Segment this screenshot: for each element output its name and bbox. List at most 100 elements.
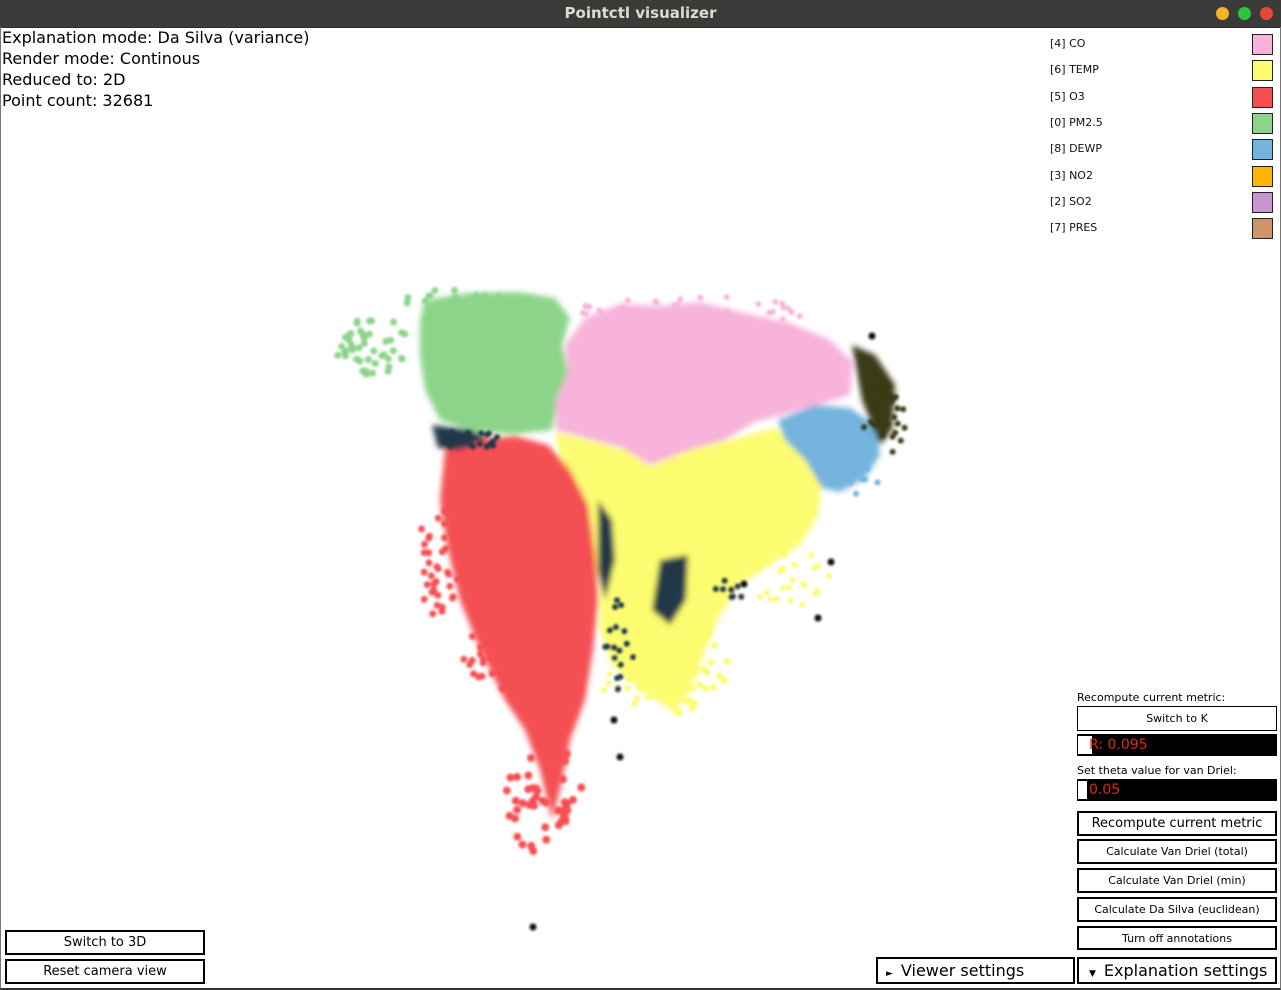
scatter-point: [356, 357, 364, 365]
scatter-point: [560, 805, 568, 814]
scatter-point: [447, 298, 455, 306]
scatter-point: [524, 771, 533, 780]
scatter-point: [651, 665, 659, 673]
scatter-point: [446, 582, 454, 590]
scatter-point: [420, 568, 428, 576]
legend-color-swatch: [1252, 218, 1273, 240]
scatter-point: [879, 378, 886, 385]
scatter-point: [453, 545, 461, 553]
scatter-point: [614, 597, 620, 604]
recompute-metric-button[interactable]: Recompute current metric: [1077, 811, 1277, 836]
reset-camera-button[interactable]: Reset camera view: [5, 959, 205, 984]
scatter-point: [870, 390, 877, 397]
outlier-point: [868, 332, 876, 340]
scatter-point: [697, 294, 704, 301]
scatter-point: [624, 297, 631, 304]
scatter-point: [791, 561, 798, 568]
close-button[interactable]: [1260, 7, 1273, 20]
scatter-point: [879, 403, 886, 410]
van-driel-total-button[interactable]: Calculate Van Driel (total): [1077, 839, 1277, 864]
scatter-point: [625, 676, 632, 683]
scatter-point: [736, 317, 743, 324]
scatter-point: [611, 655, 618, 662]
minimize-button[interactable]: [1216, 7, 1229, 20]
scatter-point: [674, 634, 682, 642]
scatter-point: [652, 651, 660, 659]
scatter-point: [787, 597, 794, 604]
scatter-point: [879, 432, 886, 439]
scatter-point: [451, 294, 459, 301]
scatter-point: [398, 329, 406, 337]
van-driel-min-button[interactable]: Calculate Van Driel (min): [1077, 868, 1277, 893]
scatter-point: [738, 593, 745, 600]
switch-to-k-button[interactable]: Switch to K: [1077, 706, 1277, 731]
scatter-point: [518, 840, 527, 849]
scatter-point: [519, 661, 526, 669]
scatter-point: [362, 370, 370, 378]
scatter-point: [872, 382, 879, 389]
scatter-point: [353, 317, 361, 325]
legend-item-label: [2] SO2: [1050, 194, 1092, 208]
scatter-point: [617, 306, 623, 313]
scatter-point: [511, 796, 520, 805]
maximize-button[interactable]: [1238, 7, 1251, 20]
scatter-point: [614, 686, 621, 693]
legend-item-label: [3] NO2: [1050, 168, 1093, 182]
viewer-settings-toggle[interactable]: ► Viewer settings: [876, 957, 1075, 984]
scatter-point: [687, 684, 695, 692]
scatter-point: [434, 514, 442, 522]
turn-off-annotations-button[interactable]: Turn off annotations: [1077, 926, 1277, 950]
scatter-point: [554, 806, 563, 815]
scatter-point: [389, 347, 397, 355]
collapsed-arrow-icon: ►: [886, 969, 893, 979]
scatter-point: [449, 429, 455, 436]
da-silva-euclidean-button[interactable]: Calculate Da Silva (euclidean): [1077, 897, 1277, 922]
scatter-point: [525, 302, 533, 310]
scatter-point: [487, 654, 495, 662]
scatter-point: [611, 644, 618, 651]
scatter-point: [841, 466, 847, 472]
scatter-point: [378, 352, 386, 360]
scatter-point: [780, 585, 787, 592]
switch-to-3d-button[interactable]: Switch to 3D: [5, 930, 205, 955]
scatter-point: [460, 655, 468, 663]
scatter-point: [452, 518, 460, 526]
scatter-point: [418, 525, 426, 533]
scatter-point: [443, 438, 449, 445]
scatter-point: [430, 586, 438, 594]
scatter-point: [433, 563, 441, 571]
scatter-point: [700, 665, 707, 673]
scatter-point: [873, 410, 880, 417]
scatter-point: [666, 308, 673, 315]
scatter-point: [693, 654, 701, 662]
scatter-point: [438, 548, 446, 556]
scatter-point: [528, 796, 537, 805]
scatter-point: [403, 299, 411, 307]
legend-item: [3] NO2: [1050, 164, 1276, 188]
explanation-settings-toggle[interactable]: ▼ Explanation settings: [1077, 957, 1277, 984]
scatter-point: [765, 558, 772, 565]
scatter-point: [478, 430, 485, 437]
scatter-point: [470, 670, 477, 678]
scatter-point: [621, 628, 628, 635]
scatter-point: [387, 336, 395, 344]
scatter-point: [433, 601, 441, 609]
scatter-point: [513, 677, 521, 685]
scatter-point: [864, 465, 871, 472]
scatter-point: [506, 773, 515, 782]
scatter-point: [690, 308, 696, 315]
scatter-point: [702, 685, 710, 693]
scatter-point: [891, 414, 898, 421]
scatter-point: [541, 743, 550, 752]
r-value-field[interactable]: R: 0.095: [1077, 734, 1277, 756]
scatter-point: [628, 310, 635, 317]
scatter-point: [524, 628, 532, 635]
scatter-point: [628, 662, 635, 669]
scatter-point: [645, 693, 652, 700]
scatter-point: [675, 656, 683, 664]
theta-input[interactable]: 0.05: [1077, 779, 1277, 801]
scatter-point: [894, 405, 901, 412]
scatter-point: [723, 294, 730, 300]
legend-color-swatch: [1252, 86, 1273, 108]
